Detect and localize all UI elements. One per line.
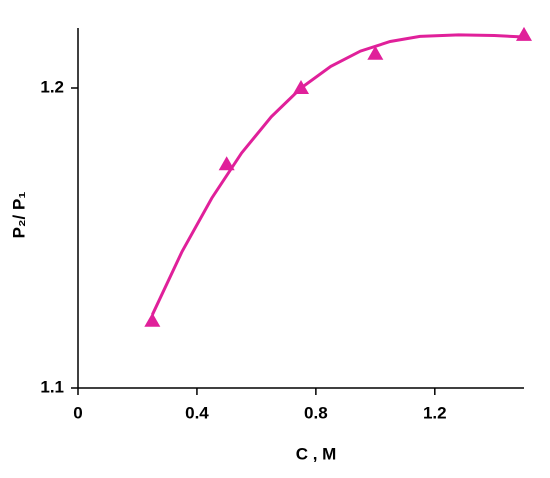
fit-line [150, 33, 525, 316]
x-axis-label: C , M [296, 444, 337, 463]
y-axis-label: P₂/ P₁ [9, 192, 28, 239]
y-tick-label: 1.1 [40, 377, 64, 396]
marker [516, 26, 532, 41]
marker [218, 156, 235, 171]
x-tick-label: 1.2 [423, 403, 447, 422]
x-tick-label: 0 [73, 403, 82, 422]
marker [144, 312, 161, 327]
marker [367, 45, 384, 60]
x-tick-label: 0.8 [304, 403, 328, 422]
x-tick-label: 0.4 [185, 403, 209, 422]
marker [293, 80, 309, 94]
y-tick-label: 1.2 [40, 77, 64, 96]
